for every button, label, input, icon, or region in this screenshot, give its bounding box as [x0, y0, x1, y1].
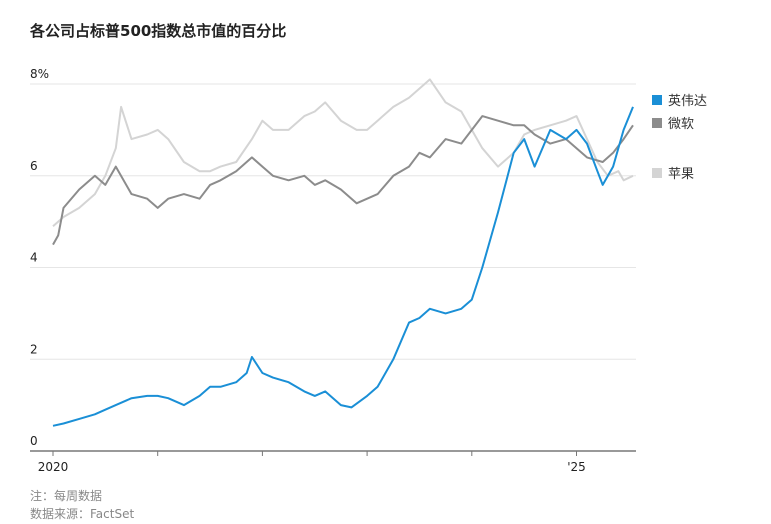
- x-tick-label: 2020: [38, 460, 69, 474]
- chart-source: 数据来源：FactSet: [30, 507, 135, 521]
- y-tick-label: 8%: [30, 67, 49, 81]
- legend-label: 苹果: [668, 167, 694, 182]
- legend-swatch: [652, 118, 662, 128]
- legend-label: 英伟达: [668, 94, 707, 109]
- y-tick-label: 2: [30, 342, 38, 356]
- legend-label: 微软: [668, 117, 694, 132]
- legend-swatch: [652, 95, 662, 105]
- legend-swatch: [652, 168, 662, 178]
- chart-note: 注：每周数据: [30, 489, 103, 503]
- series-line-1: [52, 115, 634, 246]
- series-line-2: [52, 106, 634, 427]
- y-tick-label: 6: [30, 159, 38, 173]
- y-tick-label: 0: [30, 434, 38, 448]
- y-tick-label: 4: [30, 251, 38, 265]
- chart-title: 各公司占标普500指数总市值的百分比: [30, 22, 287, 40]
- series-line-0: [52, 78, 634, 227]
- x-tick-label: '25: [567, 460, 586, 474]
